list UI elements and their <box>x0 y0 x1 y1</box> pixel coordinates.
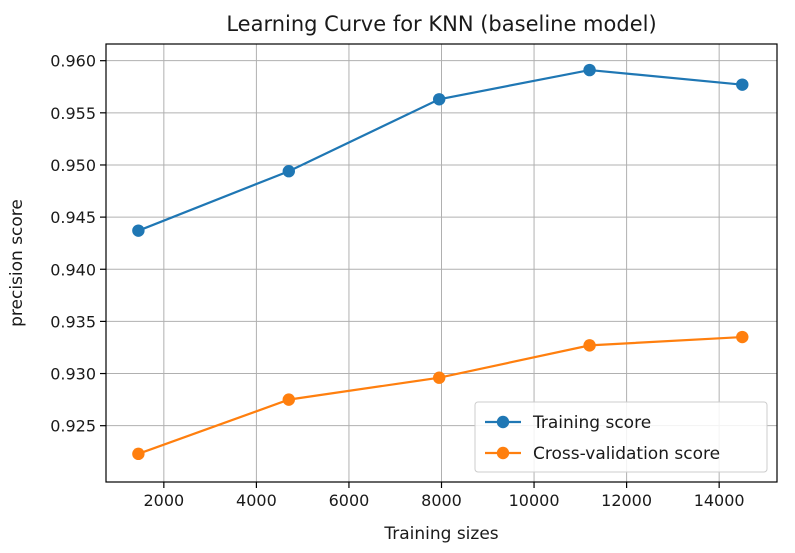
legend-marker <box>496 446 510 460</box>
y-tick-label: 0.960 <box>50 52 96 71</box>
x-tick-label: 8000 <box>421 491 462 510</box>
data-point <box>432 371 446 384</box>
y-tick-label: 0.930 <box>50 365 96 384</box>
legend-marker <box>496 415 510 429</box>
y-axis: 0.925 0.930 0.935 0.940 0.945 0.950 0.955 0.960 <box>50 52 106 436</box>
x-tick-label: 6000 <box>329 491 370 510</box>
y-tick-label: 0.925 <box>50 417 96 436</box>
y-tick-label: 0.950 <box>50 156 96 175</box>
x-axis: 2000 4000 6000 8000 10000 12000 14000 <box>143 482 745 510</box>
legend-label: Cross-validation score <box>533 444 720 464</box>
data-point <box>736 330 749 344</box>
series-training-score <box>132 63 749 237</box>
series-layer <box>132 63 749 461</box>
x-axis-label: Training sizes <box>383 524 498 544</box>
legend-item: Cross-validation score <box>485 444 720 464</box>
y-tick-label: 0.935 <box>50 312 96 331</box>
legend-item: Training score <box>485 413 651 433</box>
chart-title: Learning Curve for KNN (baseline model) <box>226 12 656 36</box>
x-tick-label: 2000 <box>143 491 184 510</box>
data-point <box>583 63 596 77</box>
y-axis-label: precision score <box>7 199 27 327</box>
legend-label: Training score <box>532 413 651 433</box>
grid <box>106 44 777 482</box>
series-cross-validation-score <box>132 330 749 461</box>
data-point <box>282 165 295 178</box>
y-tick-label: 0.940 <box>50 260 96 279</box>
data-point <box>132 224 145 237</box>
data-point <box>282 393 295 406</box>
x-tick-label: 10000 <box>509 491 560 510</box>
x-tick-label: 4000 <box>236 491 277 510</box>
data-point <box>583 339 596 352</box>
data-point <box>432 93 446 106</box>
y-tick-label: 0.955 <box>50 104 96 123</box>
legend: Training score Cross-validation score <box>474 401 768 473</box>
legend-box <box>474 401 768 473</box>
data-point <box>736 78 749 91</box>
data-point <box>132 447 145 461</box>
y-tick-label: 0.945 <box>50 208 96 227</box>
x-tick-label: 14000 <box>694 491 745 510</box>
x-tick-label: 12000 <box>601 491 652 510</box>
